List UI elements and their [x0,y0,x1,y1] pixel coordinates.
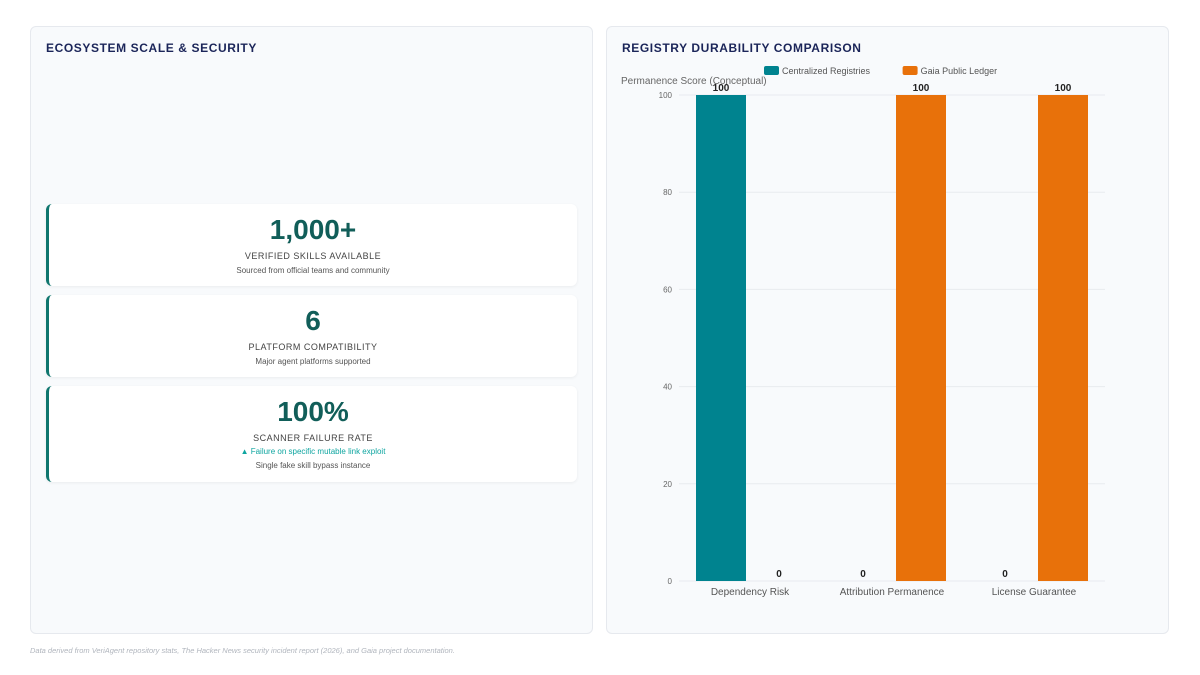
x-tick-label: License Guarantee [992,587,1077,598]
y-tick-label: 40 [663,383,672,392]
y-tick-label: 80 [663,188,672,197]
bar-gaia-public-ledger [896,95,946,581]
legend-label: Gaia Public Ledger [921,66,998,76]
stat-card-scanner: 100% SCANNER FAILURE RATE ▲ Failure on s… [46,386,577,482]
bar-data-label: 0 [860,569,866,580]
bar-data-label: 0 [776,569,782,580]
bar-data-label: 100 [713,83,730,94]
stat-description: Sourced from official teams and communit… [236,266,390,275]
y-tick-label: 0 [668,577,673,586]
ecosystem-panel-title: ECOSYSTEM SCALE & SECURITY [46,41,257,55]
x-tick-label: Dependency Risk [711,587,790,598]
legend-swatch [902,66,918,75]
stat-warning-note: ▲ Failure on specific mutable link explo… [240,447,386,456]
bar-centralized-registries [696,95,746,581]
stat-label: VERIFIED SKILLS AVAILABLE [244,251,382,261]
source-footnote: Data derived from VeriAgent repository s… [30,646,455,655]
x-tick-label: Attribution Permanence [840,587,945,598]
y-tick-label: 20 [663,480,672,489]
stat-description: Single fake skill bypass instance [255,461,371,470]
stat-card-skills: 1,000+ VERIFIED SKILLS AVAILABLE Sourced… [46,204,577,286]
y-tick-label: 60 [663,285,672,294]
legend-swatch [764,66,779,75]
stat-description: Major agent platforms supported [255,357,371,366]
stat-value: 6 [305,305,321,336]
registry-panel-title: REGISTRY DURABILITY COMPARISON [622,41,862,55]
registry-panel: REGISTRY DURABILITY COMPARISON 0 20 40 60 80… [606,26,1169,634]
ecosystem-panel: ECOSYSTEM SCALE & SECURITY 1,000+ VERIFI… [30,26,593,634]
stat-label: PLATFORM COMPATIBILITY [248,342,378,352]
stat-label: SCANNER FAILURE RATE [253,433,373,443]
bar-data-label: 100 [913,83,930,94]
stat-card-platforms: 6 PLATFORM COMPATIBILITY Major agent pla… [46,295,577,377]
y-axis-label: Permanence Score (Conceptual) [621,76,767,87]
legend-label: Centralized Registries [782,66,871,76]
bar-data-label: 100 [1055,83,1072,94]
stat-value: 100% [277,396,349,427]
y-tick-label: 100 [659,91,673,100]
bar-gaia-public-ledger [1038,95,1088,581]
bar-data-label: 0 [1002,569,1008,580]
stat-value: 1,000+ [269,214,357,245]
